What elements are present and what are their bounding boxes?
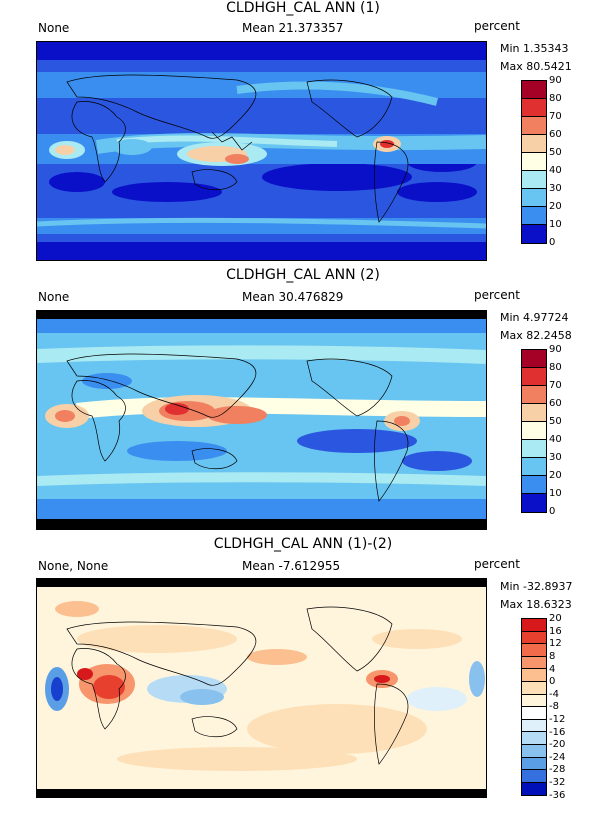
colorbar-label: 30 bbox=[549, 183, 562, 194]
global-map bbox=[36, 578, 487, 798]
colorbar-label: -8 bbox=[549, 701, 559, 712]
colorbar-swatch bbox=[522, 719, 546, 733]
colorbar-label: 30 bbox=[549, 452, 562, 463]
colorbar-swatch bbox=[522, 99, 546, 117]
colorbar-label: 12 bbox=[549, 638, 562, 649]
colorbar-label: -32 bbox=[549, 777, 566, 788]
colorbar-label: 90 bbox=[549, 344, 562, 355]
colorbar-swatch bbox=[522, 732, 546, 745]
colorbar-swatch bbox=[522, 757, 546, 771]
colorbar-label: 70 bbox=[549, 380, 562, 391]
colorbar-swatch bbox=[522, 404, 546, 422]
colorbar-label: -12 bbox=[549, 714, 566, 725]
colorbar-swatch bbox=[522, 117, 546, 135]
colorbar-label: -4 bbox=[549, 689, 559, 700]
colorbar-label: 10 bbox=[549, 219, 562, 230]
colorbar-swatch bbox=[522, 458, 546, 476]
panel-units: percent bbox=[474, 557, 520, 571]
colorbar-swatch bbox=[522, 368, 546, 386]
colorbar-swatch bbox=[522, 669, 546, 682]
colorbar-label: 60 bbox=[549, 398, 562, 409]
colorbar-label: 0 bbox=[549, 237, 556, 248]
colorbar bbox=[521, 349, 547, 513]
panel-title: CLDHGH_CAL ANN (1) bbox=[226, 0, 380, 16]
colorbar-swatch bbox=[522, 153, 546, 171]
panel-units: percent bbox=[474, 19, 520, 33]
colorbar-label: 20 bbox=[549, 470, 562, 481]
colorbar-label: 10 bbox=[549, 488, 562, 499]
panel-title: CLDHGH_CAL ANN (2) bbox=[226, 267, 380, 283]
colorbar-swatch bbox=[522, 631, 546, 645]
colorbar-swatch bbox=[522, 81, 546, 99]
colorbar-swatch bbox=[522, 422, 546, 440]
colorbar-label: -36 bbox=[549, 790, 566, 801]
colorbar-swatch bbox=[522, 135, 546, 153]
panel-mean: Mean 30.476829 bbox=[242, 290, 344, 304]
colorbar-swatch bbox=[522, 386, 546, 404]
colorbar-label: -16 bbox=[549, 727, 566, 738]
colorbar-swatch bbox=[522, 171, 546, 189]
colorbar-label: 20 bbox=[549, 613, 562, 624]
colorbar-label: 40 bbox=[549, 165, 562, 176]
global-map bbox=[36, 310, 487, 530]
colorbar-label: 90 bbox=[549, 75, 562, 86]
colorbar-label: 40 bbox=[549, 434, 562, 445]
colorbar-label: 0 bbox=[549, 676, 556, 687]
colorbar-label: 80 bbox=[549, 93, 562, 104]
panel-left-label: None, None bbox=[38, 559, 109, 573]
panel-units: percent bbox=[474, 288, 520, 302]
colorbar-label: 80 bbox=[549, 362, 562, 373]
colorbar-swatch bbox=[522, 189, 546, 207]
panel-max: Max 18.6323 bbox=[500, 598, 572, 611]
colorbar-swatch bbox=[522, 770, 546, 783]
colorbar-label: 50 bbox=[549, 147, 562, 158]
colorbar-label: 70 bbox=[549, 111, 562, 122]
colorbar-swatch bbox=[522, 494, 546, 512]
colorbar bbox=[521, 618, 547, 797]
colorbar-swatch bbox=[522, 656, 546, 670]
global-map bbox=[36, 41, 487, 261]
colorbar-swatch bbox=[522, 207, 546, 225]
colorbar bbox=[521, 80, 547, 244]
colorbar-label: 16 bbox=[549, 626, 562, 637]
panel-min: Min 4.97724 bbox=[500, 311, 569, 324]
colorbar-label: 50 bbox=[549, 416, 562, 427]
colorbar-swatch bbox=[522, 644, 546, 657]
panel-title: CLDHGH_CAL ANN (1)-(2) bbox=[213, 536, 393, 552]
colorbar-label: -28 bbox=[549, 764, 566, 775]
colorbar-swatch bbox=[522, 694, 546, 708]
colorbar-label: -24 bbox=[549, 752, 566, 763]
colorbar-swatch bbox=[522, 619, 546, 632]
colorbar-swatch bbox=[522, 707, 546, 720]
colorbar-label: 8 bbox=[549, 651, 556, 662]
colorbar-swatch bbox=[522, 350, 546, 368]
colorbar-label: 0 bbox=[549, 506, 556, 517]
colorbar-swatch bbox=[522, 744, 546, 758]
panel-max: Max 80.5421 bbox=[500, 60, 572, 73]
panel-left-label: None bbox=[38, 290, 70, 304]
panel-left-label: None bbox=[38, 21, 70, 35]
colorbar-label: 60 bbox=[549, 129, 562, 140]
colorbar-swatch bbox=[522, 782, 546, 796]
colorbar-swatch bbox=[522, 225, 546, 243]
panel-mean: Mean -7.612955 bbox=[242, 559, 341, 573]
colorbar-label: -20 bbox=[549, 739, 566, 750]
colorbar-swatch bbox=[522, 476, 546, 494]
colorbar-label: 4 bbox=[549, 664, 556, 675]
panel-max: Max 82.2458 bbox=[500, 329, 572, 342]
panel-mean: Mean 21.373357 bbox=[242, 21, 344, 35]
colorbar-swatch bbox=[522, 681, 546, 695]
colorbar-label: 20 bbox=[549, 201, 562, 212]
panel-min: Min -32.8937 bbox=[500, 580, 573, 593]
colorbar-swatch bbox=[522, 440, 546, 458]
panel-min: Min 1.35343 bbox=[500, 42, 569, 55]
